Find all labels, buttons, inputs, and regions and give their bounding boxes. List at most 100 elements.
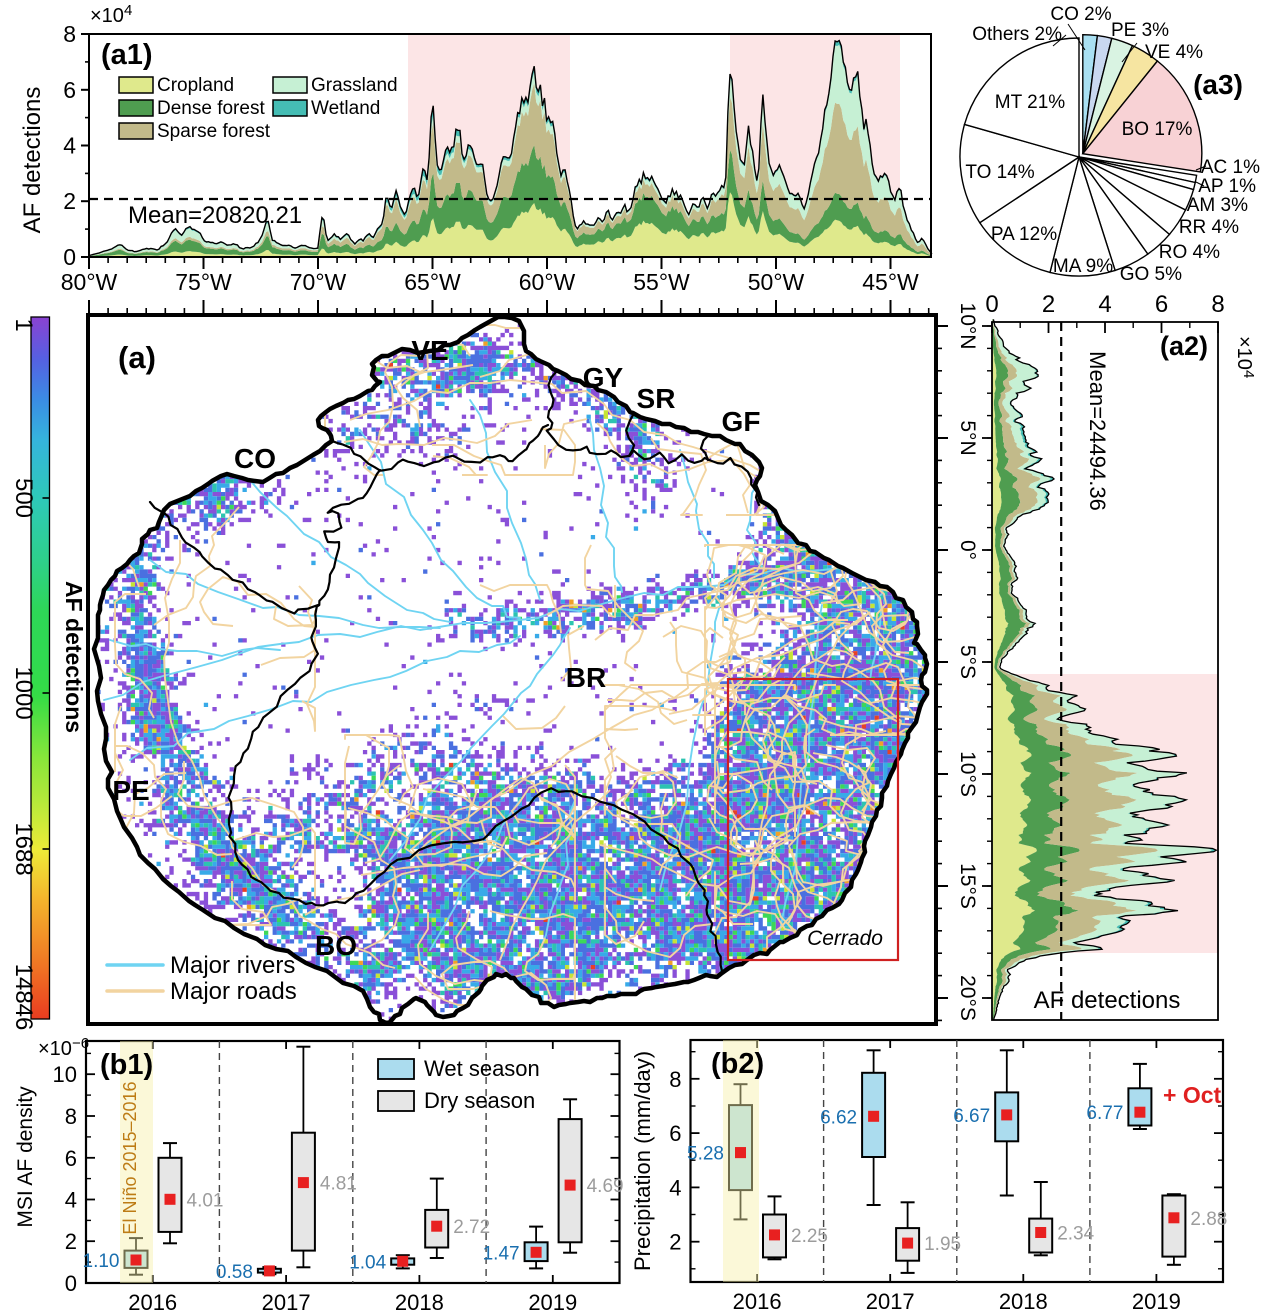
svg-text:(b1): (b1) [100,1049,153,1081]
svg-text:×104: ×104 [90,2,132,27]
svg-text:MA 9%: MA 9% [1053,256,1113,277]
svg-text:4: 4 [65,1188,77,1213]
svg-text:4: 4 [63,133,76,159]
svg-text:AP 1%: AP 1% [1198,176,1256,197]
svg-text:2016: 2016 [733,1289,782,1314]
svg-text:2019: 2019 [1132,1289,1181,1314]
svg-text:MT 21%: MT 21% [995,92,1066,113]
svg-text:MSI AF density: MSI AF density [14,1086,37,1228]
svg-text:70°W: 70°W [290,269,347,295]
svg-text:6: 6 [669,1121,681,1146]
svg-text:TO 14%: TO 14% [965,162,1034,183]
svg-text:4: 4 [1098,291,1111,318]
svg-text:(a3): (a3) [1193,69,1243,100]
svg-text:1.95: 1.95 [924,1234,961,1255]
svg-text:2: 2 [63,188,76,214]
svg-text:20°S: 20°S [956,975,979,1021]
svg-text:Precipitation (mm/day): Precipitation (mm/day) [630,1051,655,1271]
svg-text:8: 8 [669,1067,681,1092]
svg-text:2: 2 [669,1230,681,1255]
svg-text:Others 2%: Others 2% [972,24,1062,45]
svg-text:1.10: 1.10 [83,1251,120,1272]
svg-text:1688: 1688 [10,822,37,875]
svg-text:2: 2 [65,1229,77,1254]
svg-text:4.69: 4.69 [587,1176,624,1197]
svg-text:BO 17%: BO 17% [1122,119,1193,140]
svg-text:SR: SR [637,383,676,414]
svg-text:5°S: 5°S [956,645,979,679]
svg-text:Dense forest: Dense forest [157,98,265,119]
svg-text:2017: 2017 [866,1289,915,1314]
svg-text:14846: 14846 [10,964,37,1031]
svg-text:Mean=24494.36: Mean=24494.36 [1085,351,1110,511]
svg-text:RR 4%: RR 4% [1179,217,1239,238]
svg-text:8: 8 [65,1104,77,1129]
svg-text:4: 4 [669,1175,681,1200]
svg-text:500: 500 [10,478,37,518]
svg-text:15°S: 15°S [956,863,979,909]
svg-text:75°W: 75°W [175,269,232,295]
svg-text:4.01: 4.01 [187,1190,224,1211]
svg-text:5.28: 5.28 [687,1144,724,1165]
svg-text:BR: BR [566,662,606,693]
svg-text:PE: PE [112,775,149,806]
svg-text:2: 2 [1042,291,1055,318]
svg-text:Grassland: Grassland [311,75,398,96]
svg-text:10°S: 10°S [956,751,979,797]
svg-text:1000: 1000 [10,666,37,719]
svg-text:(a): (a) [118,340,156,375]
svg-text:45°W: 45°W [862,269,919,295]
svg-text:Major rivers: Major rivers [170,952,295,979]
svg-text:1.04: 1.04 [349,1252,386,1273]
svg-text:2.88: 2.88 [1190,1209,1227,1230]
svg-text:2.72: 2.72 [453,1217,490,1238]
svg-text:0°: 0° [956,540,979,560]
svg-text:Wet season: Wet season [424,1056,540,1081]
svg-text:VE 4%: VE 4% [1145,42,1203,63]
svg-text:0: 0 [63,244,76,270]
svg-text:Cropland: Cropland [157,75,234,96]
svg-text:AF detections: AF detections [19,87,46,234]
svg-text:2016: 2016 [128,1290,177,1315]
svg-text:RO 4%: RO 4% [1159,242,1220,263]
svg-text:0: 0 [65,1271,77,1296]
svg-text:6: 6 [1155,291,1168,318]
svg-text:GF: GF [722,406,761,437]
svg-text:50°W: 50°W [748,269,805,295]
svg-text:(b2): (b2) [711,1048,764,1080]
svg-text:2017: 2017 [262,1290,311,1315]
svg-text:65°W: 65°W [404,269,461,295]
svg-text:+ Oct: + Oct [1163,1082,1222,1108]
svg-text:2.34: 2.34 [1057,1224,1094,1245]
svg-text:AF detections: AF detections [61,581,87,733]
svg-text:Mean=20820.21: Mean=20820.21 [128,202,302,229]
svg-text:GO 5%: GO 5% [1120,264,1182,285]
svg-text:2018: 2018 [999,1289,1048,1314]
svg-text:1: 1 [10,318,37,331]
svg-text:8: 8 [63,21,76,47]
svg-text:Sparse forest: Sparse forest [157,121,271,142]
svg-text:El Niño 2015–2016: El Niño 2015–2016 [120,1081,140,1234]
svg-text:VE: VE [411,335,448,366]
svg-text:4.81: 4.81 [320,1174,357,1195]
svg-text:Dry season: Dry season [424,1088,535,1113]
svg-text:GY: GY [583,362,624,393]
svg-text:6.62: 6.62 [820,1107,857,1128]
svg-text:60°W: 60°W [519,269,576,295]
svg-text:80°W: 80°W [61,269,118,295]
svg-text:CO: CO [234,443,276,474]
svg-text:6: 6 [65,1146,77,1171]
svg-text:6: 6 [63,77,76,103]
svg-text:AC 1%: AC 1% [1201,157,1260,178]
svg-text:0.58: 0.58 [216,1262,253,1283]
svg-text:CO 2%: CO 2% [1050,4,1111,25]
svg-text:6.67: 6.67 [953,1106,990,1127]
svg-text:2019: 2019 [528,1290,577,1315]
svg-text:6.77: 6.77 [1086,1103,1123,1124]
svg-text:Cerrado: Cerrado [807,927,883,950]
svg-text:0: 0 [985,291,998,318]
svg-text:AM 3%: AM 3% [1187,195,1248,216]
svg-text:Major roads: Major roads [170,978,297,1005]
svg-text:PA 12%: PA 12% [991,224,1057,245]
svg-text:AF detections: AF detections [1034,987,1181,1014]
